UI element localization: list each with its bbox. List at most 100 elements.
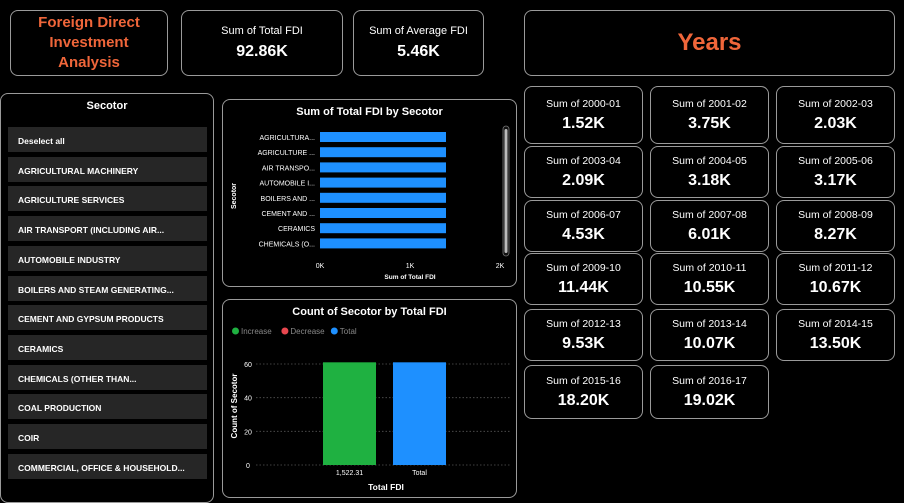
year-value: 6.01K <box>688 225 731 243</box>
kpi-total-fdi[interactable]: Sum of Total FDI 92.86K <box>181 10 343 76</box>
slicer-item[interactable]: AGRICULTURAL MACHINERY <box>8 156 207 182</box>
year-value: 8.27K <box>814 225 857 243</box>
y-tick-label: 40 <box>244 396 252 403</box>
slicer-item[interactable]: COIR <box>8 424 207 449</box>
slicer-title: Secotor <box>86 100 128 112</box>
year-kpi-card[interactable]: Sum of 2016-17 19.02K <box>650 365 769 419</box>
year-value: 2.09K <box>562 171 605 189</box>
category-tick-label: AIR TRANSPO... <box>262 165 315 172</box>
year-label: Sum of 2007-08 <box>672 208 747 221</box>
sector-slicer[interactable]: Secotor Deselect all AGRICULTURAL MACHINE… <box>0 93 214 503</box>
year-kpi-card[interactable]: Sum of 2002-03 2.03K <box>776 86 895 144</box>
category-tick-label: BOILERS AND ... <box>261 196 316 203</box>
year-kpi-card[interactable]: Sum of 2012-13 9.53K <box>524 309 643 361</box>
bar[interactable] <box>320 162 446 173</box>
count-by-fdi-chart[interactable]: Count of Secotor by Total FDI Increase De… <box>222 299 517 498</box>
year-kpi-card[interactable]: Sum of 2004-05 3.18K <box>650 146 769 198</box>
year-value: 3.17K <box>814 171 857 189</box>
slicer-item[interactable]: AGRICULTURE SERVICES <box>8 186 207 212</box>
year-label: Sum of 2008-09 <box>798 208 873 221</box>
years-header: Years <box>524 10 895 76</box>
year-value: 3.18K <box>688 171 731 189</box>
year-kpi-card[interactable]: Sum of 2001-02 3.75K <box>650 86 769 144</box>
x-tick-label: 1,522.31 <box>336 470 363 477</box>
category-tick-label: AGRICULTURA... <box>260 135 316 142</box>
year-kpi-card[interactable]: Sum of 2010-11 10.55K <box>650 253 769 305</box>
category-tick-label: AGRICULTURE ... <box>258 150 315 157</box>
slicer-item[interactable]: CHEMICALS (OTHER THAN... <box>8 364 207 390</box>
year-kpi-card[interactable]: Sum of 2014-15 13.50K <box>776 309 895 361</box>
x-axis-label: Total FDI <box>368 482 404 492</box>
bar[interactable] <box>320 177 446 188</box>
year-label: Sum of 2012-13 <box>546 317 621 330</box>
bar[interactable] <box>320 132 446 142</box>
waterfall-bar[interactable] <box>323 362 376 465</box>
year-label: Sum of 2011-12 <box>798 261 873 274</box>
kpi-value: 92.86K <box>236 43 288 60</box>
year-value: 19.02K <box>683 391 736 409</box>
legend-label: Total <box>340 327 357 336</box>
category-tick-label: CERAMICS <box>278 226 315 233</box>
year-kpi-card[interactable]: Sum of 2011-12 10.67K <box>776 253 895 305</box>
slicer-item[interactable]: COAL PRODUCTION <box>8 394 207 420</box>
slicer-item[interactable]: COMMERCIAL, OFFICE & HOUSEHOLD... <box>8 453 207 479</box>
waterfall-bar[interactable] <box>393 362 446 465</box>
legend-marker <box>330 327 338 335</box>
y-axis-label: Secotor <box>231 183 238 209</box>
fdi-by-sector-chart[interactable]: Sum of Total FDI by Secotor Secotor Sum … <box>222 99 517 287</box>
year-value: 18.20K <box>557 391 610 409</box>
x-axis-label: Sum of Total FDI <box>384 274 435 281</box>
slicer-item[interactable]: CERAMICS <box>8 334 207 360</box>
year-value: 3.75K <box>688 114 731 132</box>
year-value: 2.03K <box>814 114 857 132</box>
kpi-label: Sum of Total FDI <box>221 25 303 37</box>
slicer-item[interactable]: AIR TRANSPORT (INCLUDING AIR... <box>8 216 207 242</box>
dashboard-title: Foreign Direct Investment Analysis <box>38 14 140 71</box>
slicer-item[interactable]: CEMENT AND GYPSUM PRODUCTS <box>8 305 207 331</box>
year-kpi-card[interactable]: Sum of 2003-04 2.09K <box>524 146 643 198</box>
y-tick-label: 20 <box>244 429 252 436</box>
chart-title: Sum of Total FDI by Secotor <box>296 106 443 118</box>
slicer-deselect-all[interactable]: Deselect all <box>8 127 207 152</box>
year-kpi-card[interactable]: Sum of 2013-14 10.07K <box>650 309 769 361</box>
y-axis-label: Count of Secotor <box>230 374 239 439</box>
kpi-average-fdi[interactable]: Sum of Average FDI 5.46K <box>353 10 484 76</box>
year-value: 11.44K <box>558 278 609 296</box>
year-label: Sum of 2010-11 <box>672 261 747 274</box>
title-card: Foreign Direct Investment Analysis <box>10 10 168 76</box>
bar[interactable] <box>320 147 446 158</box>
year-value: 9.53K <box>562 334 605 352</box>
legend-label: Decrease <box>290 327 325 336</box>
x-tick-label: 0K <box>316 263 325 270</box>
chart-title: Count of Secotor by Total FDI <box>292 306 447 318</box>
year-value: 1.52K <box>562 114 605 132</box>
category-tick-label: AUTOMOBILE I... <box>260 181 316 188</box>
category-tick-label: CHEMICALS (O... <box>259 241 315 248</box>
bar[interactable] <box>320 238 446 249</box>
year-kpi-card[interactable]: Sum of 2015-16 18.20K <box>524 365 643 419</box>
year-value: 10.67K <box>809 278 862 296</box>
year-value: 10.55K <box>683 278 736 296</box>
slicer-item[interactable]: BOILERS AND STEAM GENERATING... <box>8 275 207 301</box>
x-tick-label: 2K <box>496 263 505 270</box>
year-kpi-card[interactable]: Sum of 2000-01 1.52K <box>524 86 643 144</box>
bar[interactable] <box>320 192 446 203</box>
legend-marker <box>281 327 289 335</box>
bar[interactable] <box>320 208 446 218</box>
year-kpi-card[interactable]: Sum of 2007-08 6.01K <box>650 200 769 252</box>
year-value: 10.07K <box>683 334 736 352</box>
year-kpi-card[interactable]: Sum of 2009-10 11.44K <box>524 253 643 305</box>
year-label: Sum of 2000-01 <box>546 97 621 110</box>
bar[interactable] <box>320 223 446 234</box>
year-label: Sum of 2006-07 <box>546 208 621 221</box>
year-kpi-card[interactable]: Sum of 2006-07 4.53K <box>524 200 643 252</box>
slicer-item[interactable]: AUTOMOBILE INDUSTRY <box>8 245 207 271</box>
year-kpi-card[interactable]: Sum of 2005-06 3.17K <box>776 146 895 198</box>
year-label: Sum of 2002-03 <box>798 97 873 110</box>
legend-label: Increase <box>241 327 272 336</box>
year-label: Sum of 2015-16 <box>546 374 621 387</box>
year-label: Sum of 2003-04 <box>546 154 621 167</box>
chart-scrollbar-thumb[interactable] <box>504 129 508 253</box>
year-label: Sum of 2004-05 <box>672 154 747 167</box>
year-kpi-card[interactable]: Sum of 2008-09 8.27K <box>776 200 895 252</box>
